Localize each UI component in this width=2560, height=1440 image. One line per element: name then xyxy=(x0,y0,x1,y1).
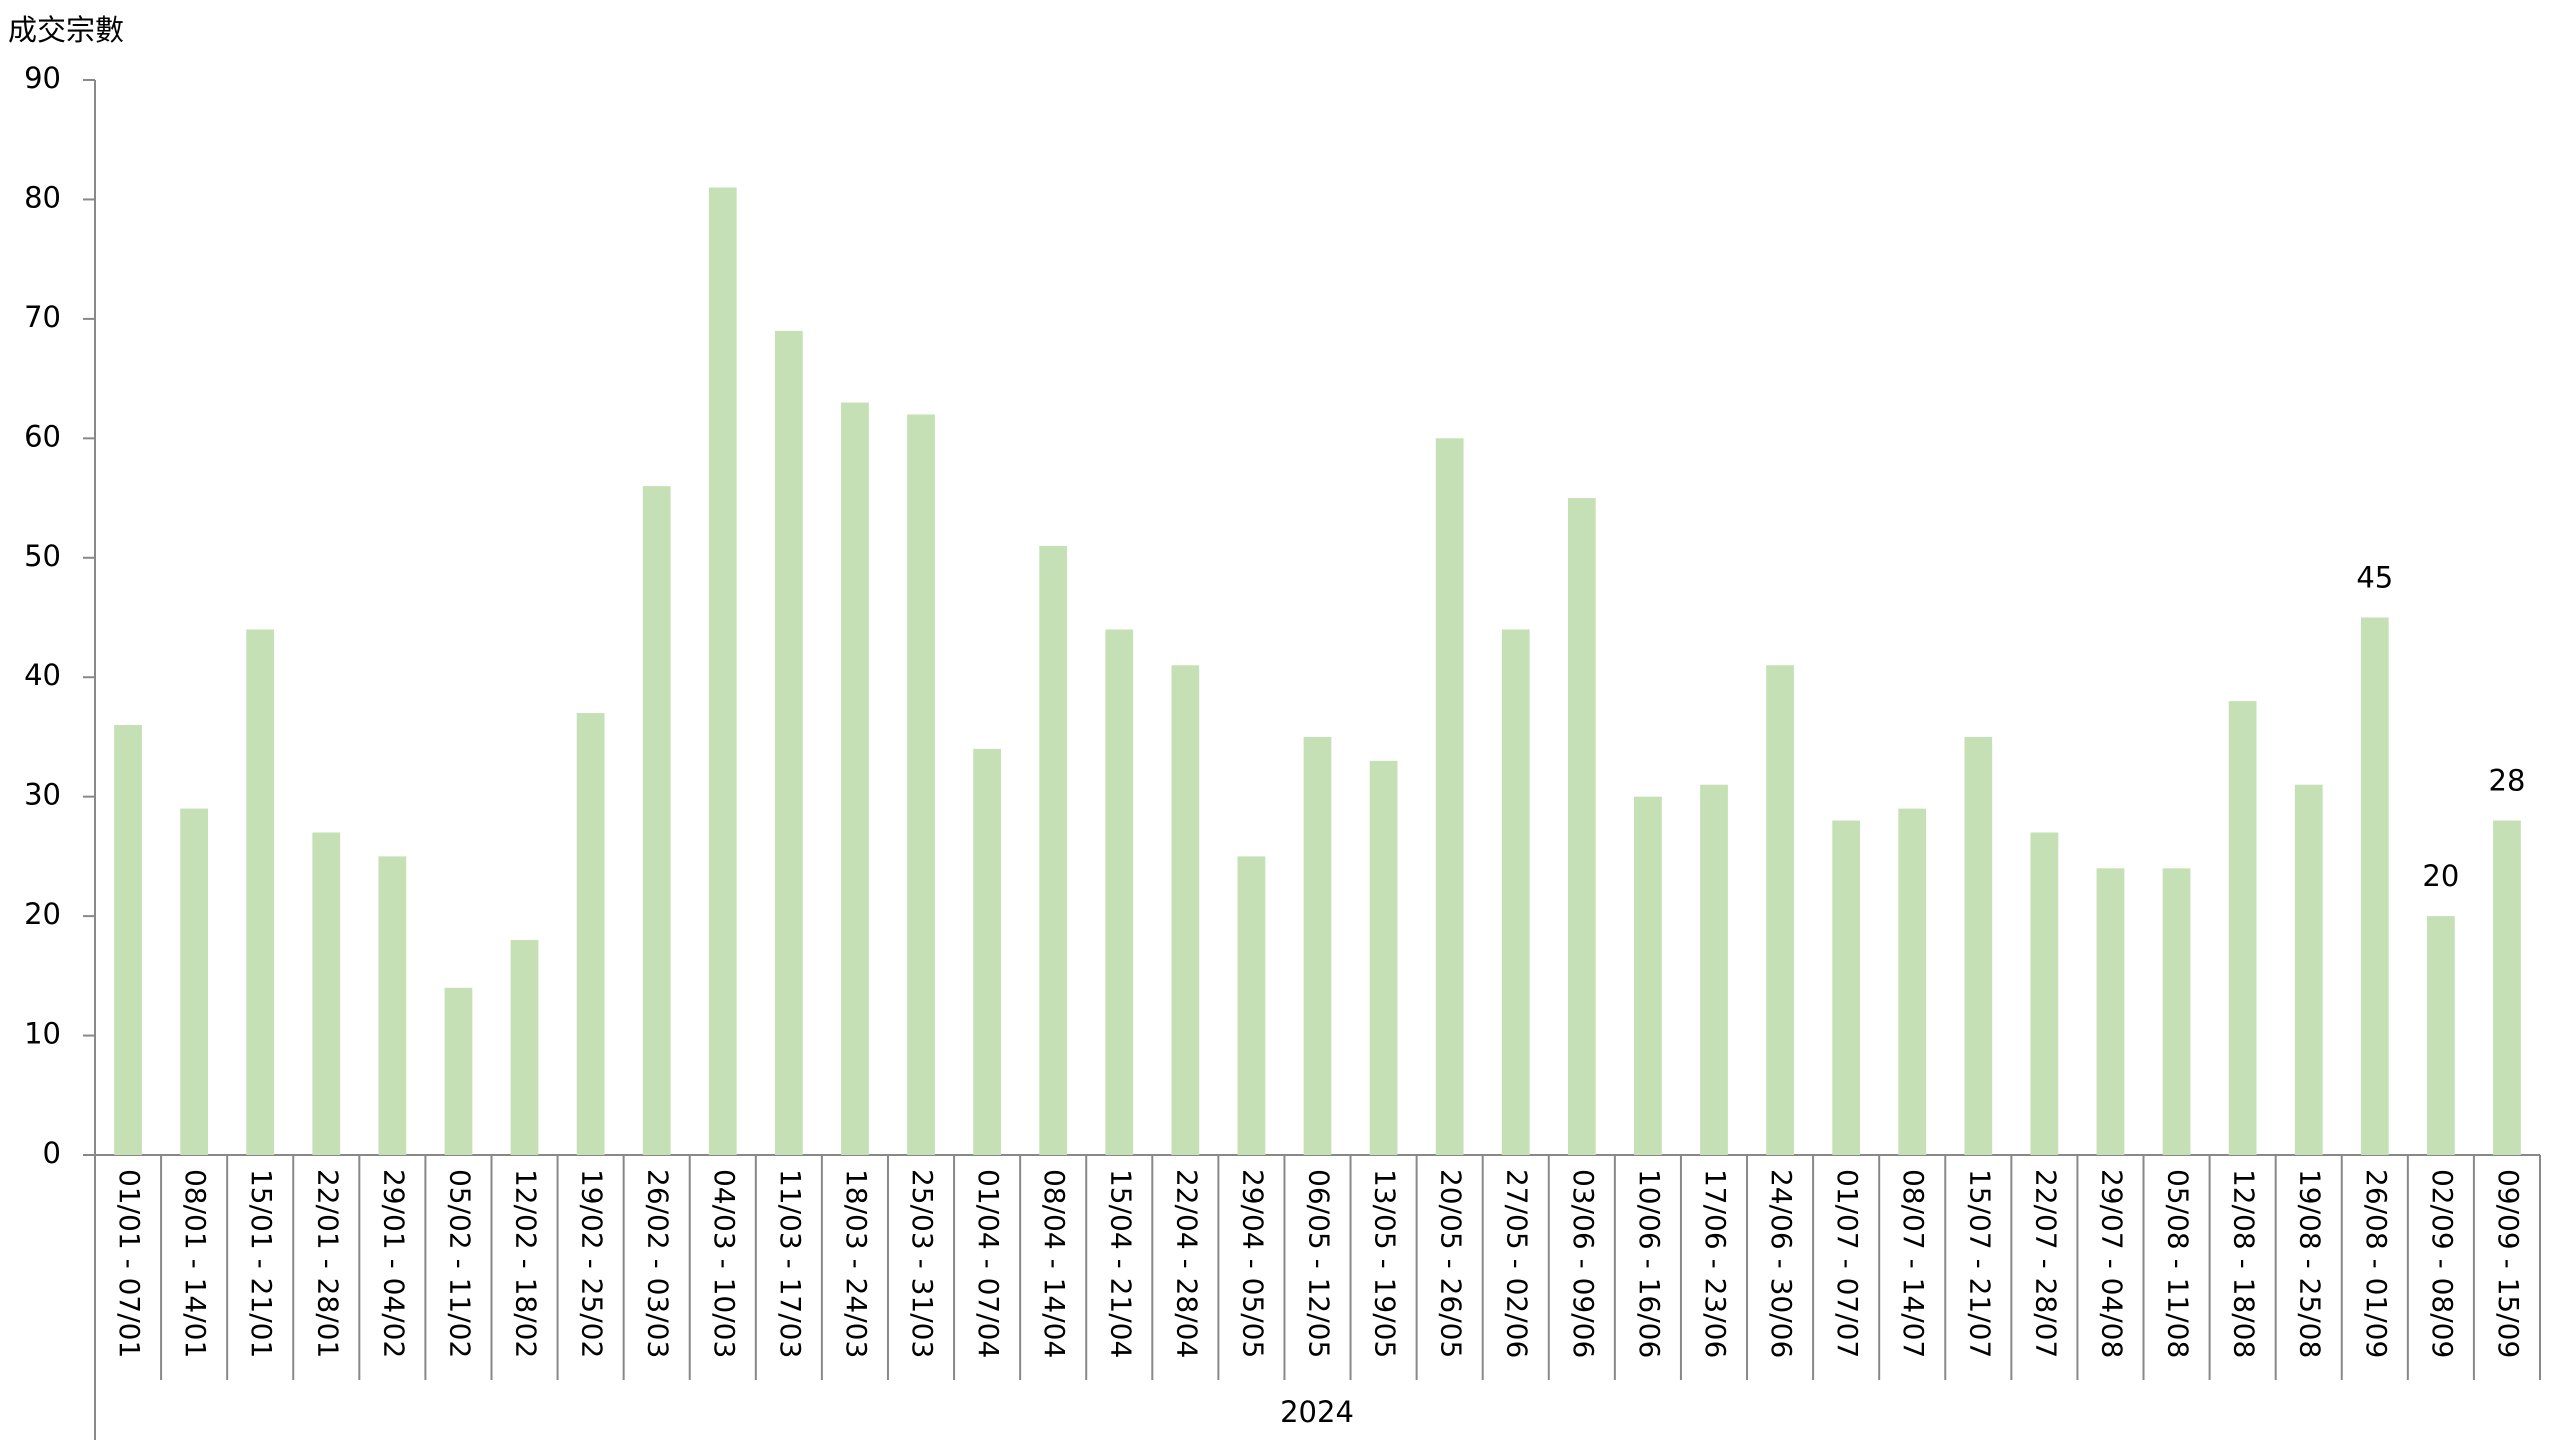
y-tick-label: 10 xyxy=(24,1017,61,1051)
bar xyxy=(2162,868,2191,1155)
x-tick-label: 19/02 - 25/02 xyxy=(576,1169,609,1358)
bar xyxy=(1303,736,1332,1155)
x-tick-label: 18/03 - 24/03 xyxy=(840,1169,873,1358)
x-tick-label: 01/01 - 07/01 xyxy=(113,1169,146,1358)
x-tick-label: 20/05 - 26/05 xyxy=(1435,1169,1468,1358)
bar xyxy=(708,187,737,1155)
bar xyxy=(1435,438,1464,1155)
x-tick-label: 01/07 - 07/07 xyxy=(1831,1169,1864,1358)
x-tick-label: 10/06 - 16/06 xyxy=(1633,1169,1666,1358)
y-tick-label: 70 xyxy=(24,300,61,334)
x-tick-label: 04/03 - 10/03 xyxy=(708,1169,741,1358)
x-tick-label: 08/04 - 14/04 xyxy=(1038,1169,1071,1358)
y-tick-label: 20 xyxy=(24,897,61,931)
bar xyxy=(1567,498,1596,1155)
x-tick-label: 22/04 - 28/04 xyxy=(1170,1169,1203,1358)
y-tick-label: 0 xyxy=(43,1136,61,1170)
x-tick-label: 03/06 - 09/06 xyxy=(1567,1169,1600,1358)
bar xyxy=(1369,760,1398,1155)
y-tick-label: 80 xyxy=(24,180,61,214)
x-tick-label: 08/07 - 14/07 xyxy=(1897,1169,1930,1358)
x-tick-label: 22/07 - 28/07 xyxy=(2029,1169,2062,1358)
bar xyxy=(510,940,539,1155)
x-tick-label: 08/01 - 14/01 xyxy=(179,1169,212,1358)
bar xyxy=(642,486,671,1156)
x-tick-label: 22/01 - 28/01 xyxy=(311,1169,344,1358)
bar xyxy=(1171,665,1200,1155)
x-tick-label: 25/03 - 31/03 xyxy=(906,1169,939,1358)
bar xyxy=(378,856,407,1155)
x-tick-label: 29/01 - 04/02 xyxy=(377,1169,410,1358)
data-label: 28 xyxy=(2489,764,2526,798)
bar xyxy=(2360,617,2389,1155)
bar xyxy=(1898,808,1927,1155)
y-tick-label: 90 xyxy=(24,61,61,95)
bar xyxy=(114,725,142,1155)
bar xyxy=(1766,665,1794,1155)
x-tick-label: 01/04 - 07/04 xyxy=(972,1169,1005,1358)
bar xyxy=(180,808,208,1155)
x-tick-label: 29/07 - 04/08 xyxy=(2095,1169,2128,1358)
x-tick-label: 13/05 - 19/05 xyxy=(1369,1169,1402,1358)
bar xyxy=(1501,629,1530,1155)
bar xyxy=(1634,796,1662,1155)
bar xyxy=(576,713,605,1155)
bar xyxy=(2427,916,2455,1155)
x-tick-label: 19/08 - 25/08 xyxy=(2294,1169,2327,1358)
x-tick-label: 29/04 - 05/05 xyxy=(1236,1169,1269,1358)
x-tick-label: 15/07 - 21/07 xyxy=(1963,1169,1996,1358)
bar xyxy=(907,414,935,1155)
y-tick-label: 40 xyxy=(24,658,61,692)
data-label: 45 xyxy=(2356,561,2393,595)
x-tick-label: 05/08 - 11/08 xyxy=(2162,1169,2195,1358)
x-tick-label: 27/05 - 02/06 xyxy=(1501,1169,1534,1358)
bar xyxy=(246,629,275,1155)
bar xyxy=(1105,629,1134,1155)
x-tick-label: 26/02 - 03/03 xyxy=(642,1169,675,1358)
x-tick-label: 26/08 - 01/09 xyxy=(2360,1169,2393,1358)
bar xyxy=(2030,832,2059,1155)
bar xyxy=(444,987,473,1155)
bar xyxy=(1700,784,1728,1155)
y-axis-label: 成交宗數 xyxy=(8,13,124,47)
x-tick-label: 12/08 - 18/08 xyxy=(2228,1169,2261,1358)
y-tick-label: 50 xyxy=(24,539,61,573)
x-tick-label: 24/06 - 30/06 xyxy=(1765,1169,1798,1358)
x-tick-label: 09/09 - 15/09 xyxy=(2492,1169,2525,1358)
bar xyxy=(774,330,803,1155)
x-tick-label: 15/01 - 21/01 xyxy=(245,1169,278,1358)
x-tick-label: 06/05 - 12/05 xyxy=(1303,1169,1336,1358)
x-tick-label: 15/04 - 21/04 xyxy=(1104,1169,1137,1358)
bar xyxy=(1964,736,1993,1155)
group-label: 2024 xyxy=(1280,1395,1354,1429)
bar xyxy=(312,832,341,1155)
y-tick-label: 30 xyxy=(24,778,61,812)
bar xyxy=(1039,545,1068,1155)
x-tick-label: 02/09 - 08/09 xyxy=(2426,1169,2459,1358)
bar xyxy=(1832,820,1861,1155)
bar xyxy=(2493,820,2521,1155)
x-tick-label: 05/02 - 11/02 xyxy=(443,1169,476,1358)
bar xyxy=(1237,856,1266,1155)
x-tick-label: 11/03 - 17/03 xyxy=(774,1169,807,1358)
x-tick-label: 17/06 - 23/06 xyxy=(1699,1169,1732,1358)
bar xyxy=(841,402,869,1155)
bar xyxy=(973,748,1001,1155)
bar xyxy=(2096,868,2125,1155)
y-tick-label: 60 xyxy=(24,419,61,453)
bar xyxy=(2294,784,2323,1155)
data-label: 20 xyxy=(2422,859,2459,893)
x-tick-label: 12/02 - 18/02 xyxy=(510,1169,543,1358)
bar xyxy=(2228,701,2257,1155)
